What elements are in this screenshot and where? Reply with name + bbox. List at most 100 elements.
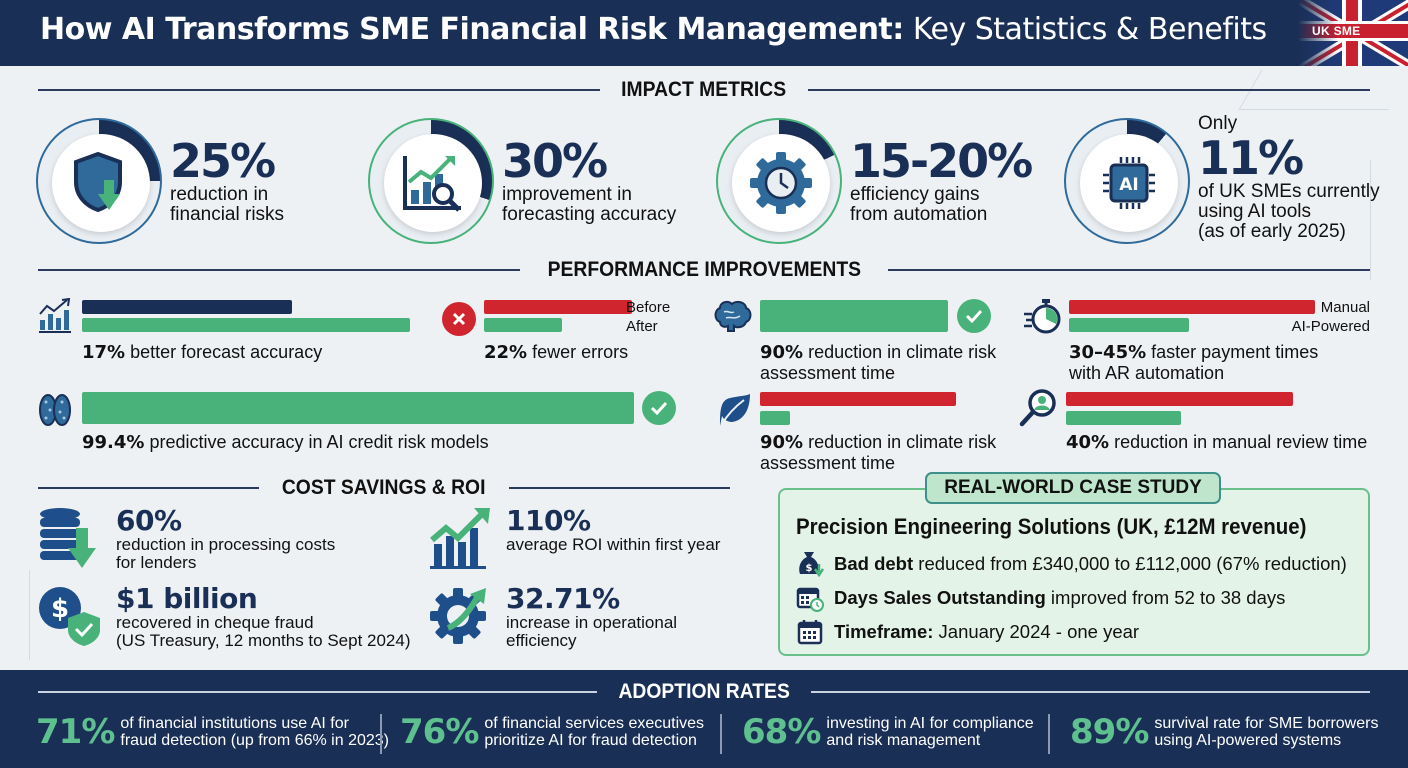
bar-before [484, 300, 632, 314]
cost-desc: (US Treasury, 12 months to Sept 2024) [116, 631, 411, 650]
dollar-shield-icon: $ [39, 587, 100, 646]
flag-label: UK SME [1312, 24, 1361, 38]
cost-item-fraud: $ $1 billion recovered in cheque fraud (… [38, 584, 411, 650]
perf-label-review: 40% reduction in manual review time [1066, 432, 1368, 453]
check-icon [642, 391, 676, 425]
impact-metric-efficiency: 15-20% efficiency gains from automation [716, 118, 1033, 244]
divider [720, 714, 722, 754]
bar-after [82, 318, 410, 332]
impact-metric-adoption: AI Only 11% of UK SMEs currently using A… [1064, 114, 1380, 244]
header-banner: How AI Transforms SME Financial Risk Man… [0, 0, 1408, 66]
error-x-icon [442, 302, 476, 336]
adoption-stat: 68% investing in AI for compliance and ri… [742, 712, 1034, 752]
section-impact-metrics: IMPACT METRICS [38, 78, 1370, 102]
calendar-icon [797, 620, 823, 645]
gear-arrow-icon [430, 588, 486, 644]
section-title: COST SAVINGS & ROI [282, 476, 486, 499]
adoption-desc: prioritize AI for fraud detection [484, 732, 697, 749]
perf-label-credit-risk: 99.4% predictive accuracy in AI credit r… [82, 432, 489, 453]
brain-icon [39, 394, 71, 426]
case-row-timeframe: Timeframe: January 2024 - one year [796, 618, 1139, 646]
adoption-stat: 76% of financial services executives prio… [400, 712, 704, 752]
coins-down-icon [40, 508, 96, 568]
bar-credit-risk [82, 392, 634, 424]
impact-metric-risk: 25% reduction in financial risks [36, 118, 284, 244]
bar-before [760, 392, 956, 406]
cost-value: 110% [506, 504, 591, 537]
case-row-dso: Days Sales Outstanding improved from 52 … [796, 584, 1285, 612]
adoption-value: 68% [742, 712, 821, 752]
adoption-desc: using AI-powered systems [1154, 732, 1342, 749]
bar-before [82, 300, 292, 314]
svg-text:$: $ [806, 563, 813, 574]
section-cost-savings: COST SAVINGS & ROI [38, 476, 730, 500]
metric-value: 25% [170, 134, 276, 188]
adoption-desc: of financial services executives [484, 715, 705, 732]
cost-desc: recovered in cheque fraud [116, 613, 314, 632]
cost-item-roi: 110% average ROI within first year [428, 506, 720, 570]
divider [1048, 714, 1050, 754]
metric-value: 15-20% [850, 134, 1033, 188]
progress-ring: AI [1064, 118, 1190, 244]
section-adoption: ADOPTION RATES [38, 680, 1371, 704]
bar-ai [760, 300, 948, 332]
progress-ring [36, 118, 162, 244]
title-light: Key Statistics & Benefits [912, 12, 1267, 47]
cost-desc: efficiency [506, 631, 577, 650]
adoption-value: 76% [400, 712, 479, 752]
perf-label-climate: 90% reduction in climate risk assessment … [760, 342, 997, 383]
metric-desc: of UK SMEs currently [1198, 181, 1380, 202]
metric-desc: using AI tools [1198, 201, 1312, 222]
check-icon [957, 299, 991, 333]
legend: Before After [626, 298, 684, 336]
perf-label-forecast: 17% better forecast accuracy [82, 342, 323, 363]
adoption-desc: and risk management [826, 732, 981, 749]
metric-prefix: Only [1198, 113, 1238, 134]
svg-text:$: $ [51, 594, 69, 624]
cost-desc: increase in operational [506, 613, 678, 632]
cost-desc: reduction in processing costs [116, 535, 336, 554]
stopwatch-icon [1024, 299, 1061, 334]
bar-chart-up-icon [39, 298, 71, 333]
perf-label-errors: 22% fewer errors [484, 342, 629, 363]
bar-manual [1069, 300, 1315, 314]
metric-value: 30% [502, 134, 608, 188]
metric-desc: efficiency gains [850, 184, 980, 205]
perf-label-climate-2: 90% reduction in climate risk assessment … [760, 432, 997, 473]
adoption-value: 71% [36, 712, 115, 752]
money-bag-down-icon: $ [799, 552, 824, 578]
cost-value: $1 billion [116, 582, 258, 615]
legend-ai-powered: AI-Powered [1291, 318, 1370, 335]
section-title: PERFORMANCE IMPROVEMENTS [547, 258, 861, 281]
cost-value: 60% [116, 504, 182, 537]
section-title: ADOPTION RATES [618, 680, 790, 703]
svg-text:AI: AI [1119, 175, 1138, 195]
case-study-card [778, 488, 1370, 656]
case-study-title: Precision Engineering Solutions (UK, £12… [796, 514, 1307, 539]
circuit-decoration [0, 570, 30, 660]
circuit-decoration [1370, 160, 1400, 280]
adoption-stat: 71% of financial institutions use AI for… [36, 712, 389, 752]
case-row-bad-debt: $ Bad debt reduced from £340,000 to £112… [796, 550, 1347, 578]
cost-item-efficiency: 32.71% increase in operational efficienc… [428, 584, 677, 650]
bar-before [1066, 392, 1293, 406]
adoption-stat: 89% survival rate for SME borrowers using… [1070, 712, 1378, 752]
cost-desc: average ROI within first year [506, 535, 721, 554]
legend: Manual AI-Powered [1270, 298, 1370, 336]
metric-desc: financial risks [170, 204, 285, 225]
legend-after: After [626, 318, 658, 335]
divider [380, 714, 382, 754]
cost-value: 32.71% [506, 582, 620, 615]
adoption-desc: investing in AI for compliance [826, 715, 1034, 732]
adoption-desc: fraud detection (up from 66% in 2023) [120, 732, 389, 749]
perf-label-payments: 30–45% faster payment times with AR autom… [1069, 342, 1319, 383]
bar-ai-powered [1069, 318, 1189, 332]
bar-after [484, 318, 562, 332]
bar-after [1066, 411, 1181, 425]
legend-manual: Manual [1320, 299, 1370, 316]
metric-desc: (as of early 2025) [1198, 221, 1346, 242]
metric-desc: forecasting accuracy [502, 204, 677, 225]
section-title: IMPACT METRICS [621, 78, 787, 101]
calendar-clock-icon [796, 587, 824, 612]
adoption-value: 89% [1070, 712, 1149, 752]
